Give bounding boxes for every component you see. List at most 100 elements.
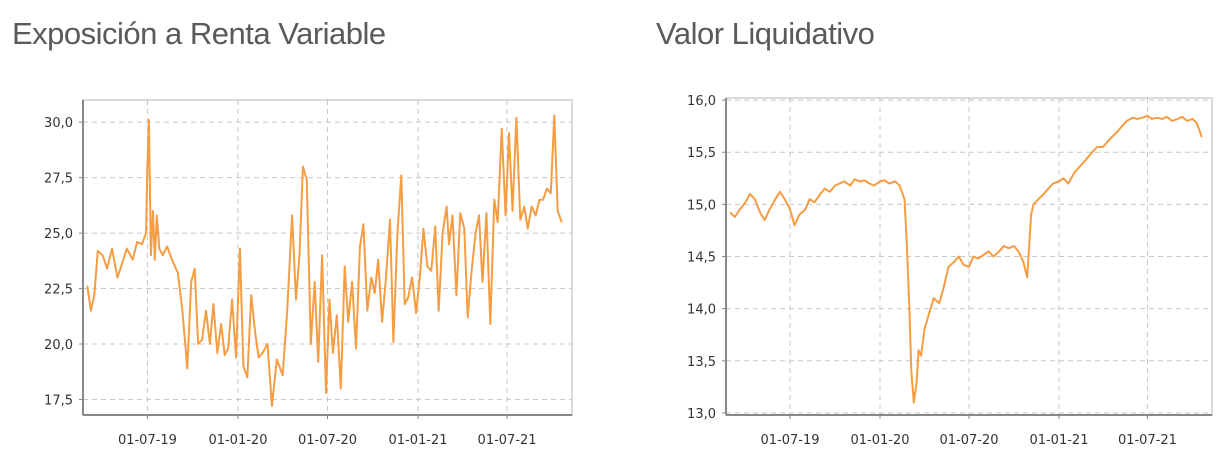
data-point: [177, 272, 179, 274]
x-tick-label: 01-07-21: [478, 433, 537, 448]
data-point: [754, 198, 756, 200]
y-tick-label: 17,5: [44, 393, 73, 408]
data-point: [1030, 214, 1032, 216]
data-point: [515, 116, 518, 119]
data-point: [101, 254, 104, 257]
data-point: [1121, 125, 1123, 127]
data-point: [1156, 117, 1158, 119]
data-point: [530, 205, 533, 208]
data-point: [749, 193, 751, 195]
data-point: [915, 380, 918, 383]
data-point: [470, 270, 473, 272]
data-point: [538, 199, 541, 201]
data-point: [193, 267, 196, 270]
x-tick-label: 01-01-20: [851, 433, 910, 448]
data-point: [908, 307, 911, 310]
y-tick-label: 27,5: [44, 172, 73, 187]
data-point: [126, 247, 128, 250]
data-point: [181, 309, 184, 312]
data-point: [1166, 116, 1168, 118]
data-point: [1161, 118, 1164, 120]
data-point: [910, 370, 913, 373]
data-point: [1102, 146, 1104, 148]
data-point: [873, 184, 875, 187]
data-point: [459, 212, 462, 214]
data-point: [987, 250, 990, 253]
data-point: [212, 303, 215, 305]
x-tick-label: 01-07-21: [1118, 433, 1177, 448]
data-point: [729, 211, 732, 214]
data-point: [883, 179, 886, 182]
data-point: [1146, 114, 1149, 117]
data-point: [1111, 135, 1114, 138]
data-point: [254, 332, 256, 334]
data-point: [362, 223, 365, 225]
data-point: [977, 257, 980, 260]
data-point: [86, 285, 89, 288]
data-point: [1186, 120, 1188, 122]
data-point: [154, 258, 156, 261]
data-point: [351, 281, 353, 283]
data-point: [235, 356, 237, 359]
data-point: [1177, 118, 1179, 120]
data-point: [116, 276, 119, 279]
data-point: [1116, 130, 1119, 133]
data-point: [1026, 276, 1028, 279]
data-point: [849, 184, 851, 187]
y-tick-label: 13,5: [687, 355, 716, 370]
data-point: [171, 258, 173, 261]
data-point: [186, 367, 189, 370]
data-point: [560, 221, 563, 223]
data-point: [1141, 117, 1143, 119]
data-point: [317, 361, 320, 363]
x-tick-label: 01-01-21: [1029, 433, 1088, 448]
data-point: [343, 265, 346, 268]
data-point: [359, 245, 361, 248]
data-point: [774, 198, 777, 200]
data-point: [250, 294, 252, 297]
data-point: [145, 232, 147, 234]
chart-title-valor-liquidativo: Valor Liquidativo: [656, 16, 875, 51]
data-point: [197, 343, 199, 345]
series-line: [729, 114, 1203, 404]
data-point: [508, 132, 510, 135]
data-point: [1067, 182, 1070, 185]
data-point: [783, 198, 786, 200]
data-point: [1096, 146, 1098, 148]
data-point: [1136, 118, 1138, 120]
data-point: [556, 210, 559, 212]
data-point: [451, 214, 454, 217]
data-point: [1017, 250, 1020, 253]
data-point: [1052, 182, 1054, 185]
data-point: [1106, 141, 1109, 143]
data-point: [227, 347, 229, 350]
data-point: [430, 270, 433, 272]
data-point: [947, 266, 950, 268]
data-point: [1007, 247, 1010, 249]
data-point: [534, 214, 537, 217]
data-point: [917, 349, 920, 352]
data-point: [1013, 245, 1015, 247]
data-point: [201, 338, 203, 341]
data-point: [381, 321, 383, 323]
data-point: [1073, 172, 1075, 174]
data-point: [1171, 120, 1173, 122]
data-point: [879, 180, 881, 183]
data-point: [205, 309, 207, 312]
data-point: [1087, 156, 1089, 159]
data-point: [843, 180, 846, 183]
data-point: [422, 227, 425, 230]
data-point: [838, 182, 841, 185]
data-point: [302, 165, 304, 168]
data-point: [1191, 118, 1194, 120]
data-point: [216, 352, 219, 354]
data-point: [231, 298, 233, 301]
data-point: [550, 192, 552, 194]
data-point: [1032, 203, 1035, 206]
data-point: [942, 287, 945, 289]
y-tick-label: 14,0: [687, 303, 716, 318]
data-point: [511, 210, 514, 212]
data-point: [441, 232, 444, 234]
data-point: [389, 219, 391, 221]
